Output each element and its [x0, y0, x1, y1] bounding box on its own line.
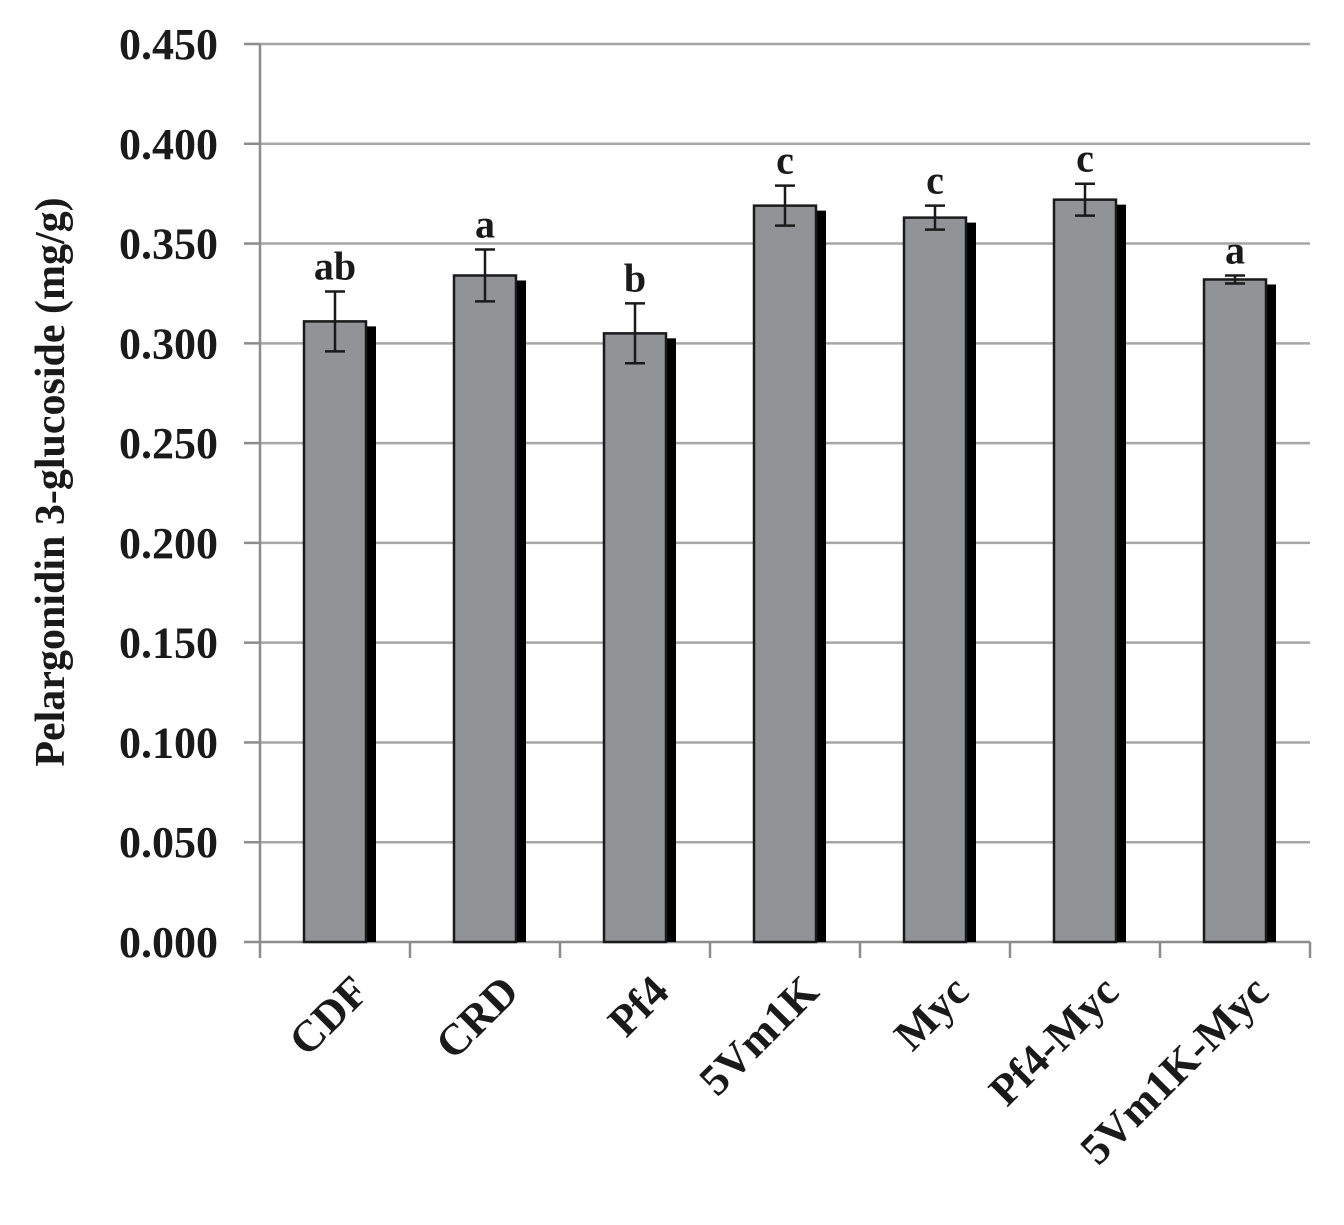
bar-shadow	[966, 222, 976, 942]
bar	[302, 320, 368, 944]
x-tick-label: CDF	[279, 966, 378, 1065]
x-tick-label: Pf4-Myc	[979, 966, 1128, 1115]
bar-shadow	[366, 326, 376, 943]
bars	[302, 198, 1276, 944]
bar	[602, 332, 668, 944]
significance-label: b	[624, 255, 646, 300]
significance-label: a	[475, 202, 495, 247]
y-tick-label: 0.050	[119, 818, 218, 867]
x-tick-label: CRD	[426, 966, 528, 1068]
y-tick-label: 0.200	[119, 519, 218, 568]
significance-label: c	[926, 158, 944, 203]
y-axis-title: Pelargonidin 3-glucoside (mg/g)	[28, 197, 74, 766]
significance-label: c	[776, 138, 794, 183]
x-tick-label: Myc	[885, 966, 978, 1059]
bar-shadow	[1116, 204, 1126, 943]
y-tick-label: 0.450	[119, 20, 218, 69]
bar	[902, 216, 968, 944]
error-bars	[325, 182, 1245, 365]
y-tick-label: 0.350	[119, 220, 218, 269]
bar-shadow	[666, 338, 676, 942]
bar-shadow	[816, 210, 826, 942]
y-tick-label: 0.250	[119, 419, 218, 468]
y-tick-labels: 0.000 0.050 0.100 0.150 0.200 0.250 0.300 0.350…	[119, 20, 218, 967]
bar-shadow	[516, 280, 526, 942]
bar	[752, 204, 818, 944]
y-tick-label: 0.000	[119, 918, 218, 967]
bar	[1202, 278, 1268, 944]
y-tick-label: 0.400	[119, 120, 218, 169]
bar-shadow	[1266, 284, 1276, 942]
bar	[1052, 198, 1118, 944]
x-tick-label: Pf4	[598, 966, 678, 1046]
significance-label: a	[1225, 227, 1245, 272]
significance-label: ab	[314, 243, 356, 288]
y-tick-label: 0.150	[119, 619, 218, 668]
significance-label: c	[1076, 136, 1094, 181]
y-tick-label: 0.100	[119, 718, 218, 767]
x-tick-label: 5Vm1K	[690, 966, 828, 1104]
bar	[452, 274, 518, 944]
y-tick-label: 0.300	[119, 319, 218, 368]
